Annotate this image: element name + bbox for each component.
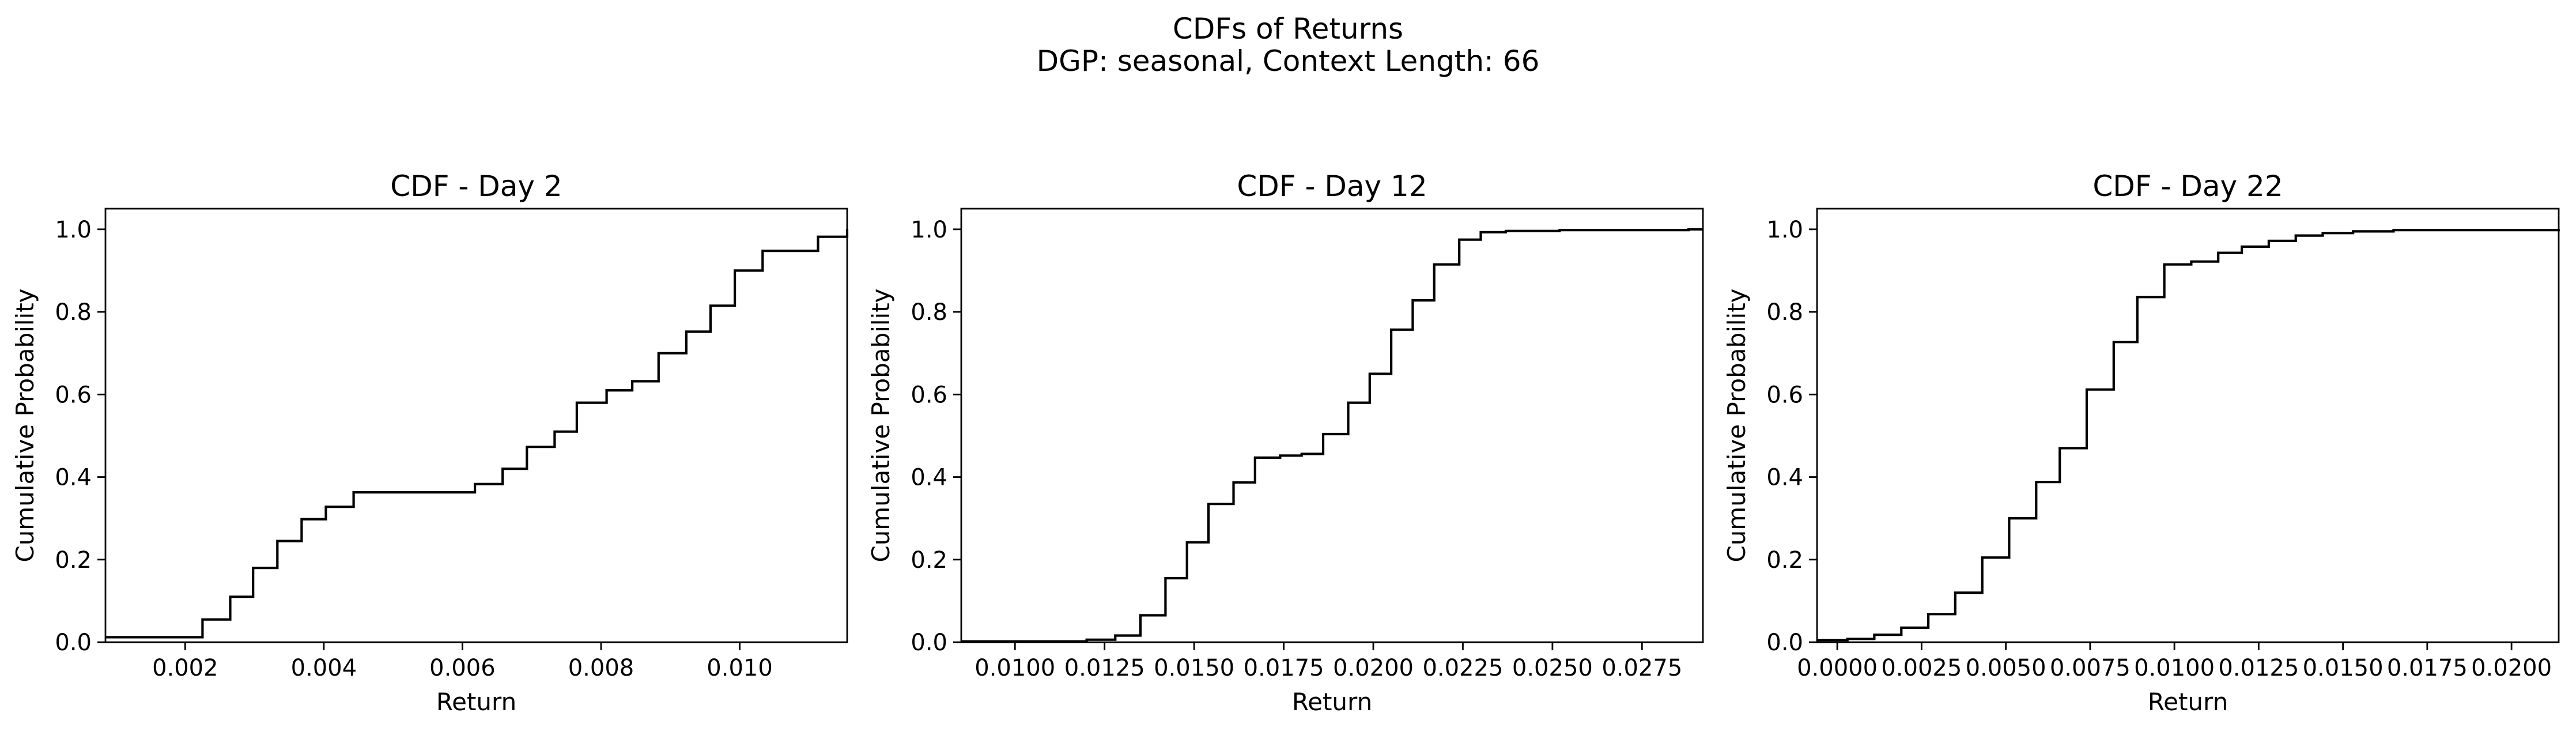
x-tick-label: 0.0175 (2387, 655, 2468, 681)
y-tick-label: 0.4 (55, 465, 92, 491)
y-tick-label: 0.8 (911, 299, 947, 326)
subplot-title: CDF - Day 12 (1237, 169, 1427, 203)
x-tick-label: 0.0125 (1064, 655, 1145, 681)
y-axis-label: Cumulative Probability (11, 288, 39, 562)
x-tick-label: 0.0125 (2218, 655, 2299, 681)
x-tick-label: 0.0075 (2050, 655, 2131, 681)
axes-frame (104, 208, 848, 643)
y-tick-label: 0.4 (1766, 465, 1803, 491)
y-tick-label: 0.6 (911, 382, 947, 408)
x-tick-label: 0.0175 (1244, 655, 1324, 681)
y-axis-label: Cumulative Probability (867, 288, 895, 562)
y-tick-label: 0.0 (911, 630, 947, 656)
subplot-day-panel-2: CDF - Day 12 0.0100 0.0125 0.0150 0.0175 0.02… (867, 169, 1704, 716)
x-tick-label: 0.0225 (1422, 655, 1503, 681)
x-tick-label: 0.0100 (975, 655, 1055, 681)
y-tick-label: 0.0 (55, 630, 92, 656)
x-tick-label: 0.002 (152, 655, 218, 681)
cdf-step-line (105, 229, 849, 639)
x-tick-label: 0.008 (568, 655, 634, 681)
cdf-step-line (1817, 229, 2560, 642)
subplot-title: CDF - Day 22 (2092, 169, 2283, 203)
cdf-step-line (961, 228, 1703, 643)
axes-frame (1816, 208, 2560, 643)
x-tick-label: 0.0025 (1881, 655, 1962, 681)
x-tick-label: 0.0150 (2303, 655, 2384, 681)
x-tick-label: 0.010 (707, 655, 773, 681)
x-tick-label: 0.0200 (1333, 655, 1414, 681)
y-tick-label: 0.4 (911, 465, 947, 491)
x-tick-label: 0.006 (429, 655, 496, 681)
y-tick-label: 0.8 (55, 299, 92, 326)
x-tick-label: 0.0150 (1154, 655, 1234, 681)
x-axis-label: Return (436, 688, 516, 716)
x-axis-label: Return (2148, 688, 2228, 716)
y-tick-label: 0.2 (1766, 547, 1803, 574)
figure-title: CDFs of Returns (1173, 12, 1403, 46)
y-tick-label: 0.6 (55, 382, 92, 408)
y-tick-label: 0.2 (911, 547, 947, 574)
subplot-title: CDF - Day 2 (390, 169, 562, 203)
y-tick-label: 1.0 (55, 217, 92, 243)
y-tick-label: 1.0 (1766, 217, 1803, 243)
subplot-day-panel-3: CDF - Day 220.0000 0.0025 0.0050 0.0075 0.01… (1723, 169, 2560, 716)
y-tick-label: 0.8 (1766, 299, 1803, 326)
axes-frame (960, 208, 1704, 643)
subplots: CDF - Day 20.002 0.004 0.006 0.008 0.0100.00… (11, 169, 2560, 716)
x-tick-label: 0.0100 (2134, 655, 2215, 681)
y-tick-label: 0.2 (55, 547, 92, 574)
x-tick-label: 0.0200 (2471, 655, 2552, 681)
x-tick-label: 0.004 (291, 655, 357, 681)
subplot-day-panel-1: CDF - Day 2 0.002 0.004 0.006 0.008 0.010 0.0 0… (11, 169, 849, 716)
x-tick-label: 0.0250 (1512, 655, 1593, 681)
x-tick-label: 0.0000 (1797, 655, 1878, 681)
y-tick-label: 1.0 (911, 217, 947, 243)
x-axis-label: Return (1292, 688, 1372, 716)
x-tick-label: 0.0050 (1966, 655, 2046, 681)
figure-subtitle: DGP: seasonal, Context Length: 66 (1037, 44, 1540, 78)
x-tick-label: 0.0275 (1601, 655, 1682, 681)
y-tick-label: 0.6 (1766, 382, 1803, 408)
y-axis-label: Cumulative Probability (1723, 288, 1751, 562)
y-tick-label: 0.0 (1766, 630, 1803, 656)
